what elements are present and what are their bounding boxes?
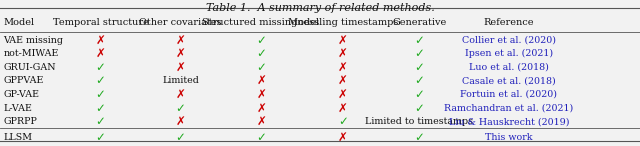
Text: Casale et al. (2018): Casale et al. (2018) [462, 76, 556, 85]
Text: ✗: ✗ [338, 88, 348, 101]
Text: ✓: ✓ [95, 88, 106, 101]
Text: ✓: ✓ [256, 34, 266, 47]
Text: ✓: ✓ [414, 34, 424, 47]
Text: ✓: ✓ [414, 47, 424, 60]
Text: ✗: ✗ [338, 47, 348, 60]
Text: This work: This work [485, 133, 532, 142]
Text: Generative: Generative [392, 18, 446, 27]
Text: ✓: ✓ [175, 145, 186, 146]
Text: ✓: ✓ [414, 61, 424, 74]
Text: ✓: ✓ [414, 145, 424, 146]
Text: GPRPP: GPRPP [3, 117, 37, 126]
Text: ✗: ✗ [175, 61, 186, 74]
Text: ✗: ✗ [338, 74, 348, 87]
Text: ✓: ✓ [414, 131, 424, 144]
Text: L-VAE: L-VAE [3, 104, 32, 113]
Text: Collier et al. (2020): Collier et al. (2020) [462, 36, 556, 45]
Text: ✗: ✗ [95, 34, 106, 47]
Text: ✓: ✓ [95, 145, 106, 146]
Text: ✗: ✗ [256, 88, 266, 101]
Text: ✓: ✓ [175, 131, 186, 144]
Text: ✓: ✓ [338, 145, 348, 146]
Text: Table 1.  A summary of related methods.: Table 1. A summary of related methods. [205, 3, 435, 13]
Text: ✓: ✓ [95, 131, 106, 144]
Text: Reference: Reference [484, 18, 534, 27]
Text: ✗: ✗ [175, 88, 186, 101]
Text: LLSM: LLSM [3, 133, 32, 142]
Text: ✓: ✓ [256, 145, 266, 146]
Text: Structured missingness: Structured missingness [202, 18, 320, 27]
Text: Ramchandran et al. (2021): Ramchandran et al. (2021) [444, 104, 573, 113]
Text: GRUI-GAN: GRUI-GAN [3, 63, 56, 72]
Text: ✓: ✓ [256, 61, 266, 74]
Text: ✓: ✓ [414, 101, 424, 115]
Text: GP-VAE: GP-VAE [3, 90, 39, 99]
Text: Model: Model [3, 18, 35, 27]
Text: not-MIWAE: not-MIWAE [3, 49, 59, 58]
Text: GPPVAE: GPPVAE [3, 76, 44, 85]
Text: ✗: ✗ [338, 61, 348, 74]
Text: ✓: ✓ [95, 74, 106, 87]
Text: ✓: ✓ [95, 101, 106, 115]
Text: ✗: ✗ [338, 34, 348, 47]
Text: ✗: ✗ [338, 131, 348, 144]
Text: Fortuin et al. (2020): Fortuin et al. (2020) [460, 90, 557, 99]
Text: Modelling timestamps: Modelling timestamps [288, 18, 398, 27]
Text: ✓: ✓ [256, 131, 266, 144]
Text: ✓: ✓ [414, 74, 424, 87]
Text: ✗: ✗ [95, 47, 106, 60]
Text: ✗: ✗ [256, 74, 266, 87]
Text: ✓: ✓ [414, 88, 424, 101]
Text: Limited: Limited [162, 76, 199, 85]
Text: ✗: ✗ [175, 47, 186, 60]
Text: Temporal structure: Temporal structure [52, 18, 148, 27]
Text: VAE missing: VAE missing [3, 36, 63, 45]
Text: Limited to timestamps: Limited to timestamps [365, 117, 473, 126]
Text: Other covariates: Other covariates [140, 18, 221, 27]
Text: ✗: ✗ [175, 34, 186, 47]
Text: ✗: ✗ [256, 115, 266, 128]
Text: ✓: ✓ [95, 61, 106, 74]
Text: ✗: ✗ [175, 115, 186, 128]
Text: ✗: ✗ [256, 101, 266, 115]
Text: ✓: ✓ [338, 115, 348, 128]
Text: Luo et al. (2018): Luo et al. (2018) [469, 63, 548, 72]
Text: ✗: ✗ [338, 101, 348, 115]
Text: Ipsen et al. (2021): Ipsen et al. (2021) [465, 49, 553, 58]
Text: ✓: ✓ [175, 101, 186, 115]
Text: ✓: ✓ [95, 115, 106, 128]
Text: Liu & Hauskrecht (2019): Liu & Hauskrecht (2019) [449, 117, 569, 126]
Text: ✓: ✓ [256, 47, 266, 60]
